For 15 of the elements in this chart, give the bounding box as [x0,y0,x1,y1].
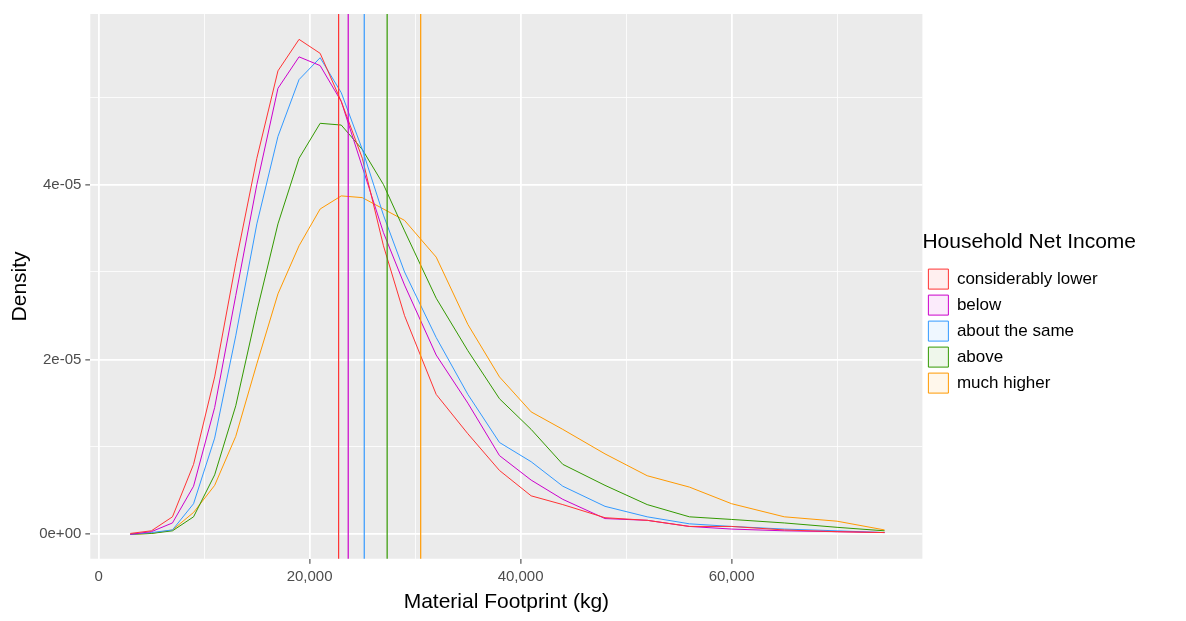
x-tick-label: 40,000 [497,566,544,584]
legend-label: above [956,346,1004,366]
legend-label: considerably lower [956,268,1099,288]
x-tick-label: 60,000 [708,566,755,584]
x-tick-label: 20,000 [286,566,333,584]
y-tick-label: 2e-05 [42,349,82,367]
legend-label: about the same [956,320,1075,340]
x-tick-label: 0 [94,566,103,584]
legend-label: below [956,294,1003,314]
y-axis-title: Density [7,250,31,322]
legend-title: Household Net Income [922,229,1137,253]
y-tick-label: 4e-05 [42,174,82,192]
legend-label: much higher [956,372,1051,392]
y-tick-label: 0e+00 [39,524,82,542]
x-axis-title: Material Footprint (kg) [403,589,610,613]
